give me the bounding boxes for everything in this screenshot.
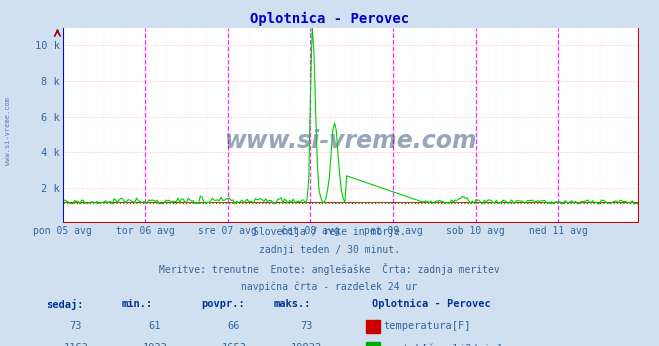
Text: 66: 66: [228, 321, 240, 331]
Text: povpr.:: povpr.:: [201, 299, 244, 309]
Text: temperatura[F]: temperatura[F]: [384, 321, 471, 331]
Text: 10822: 10822: [291, 343, 322, 346]
Text: 1653: 1653: [221, 343, 246, 346]
Text: navpična črta - razdelek 24 ur: navpična črta - razdelek 24 ur: [241, 282, 418, 292]
Text: 73: 73: [70, 321, 82, 331]
Text: min.:: min.:: [122, 299, 153, 309]
Text: Oplotnica - Perovec: Oplotnica - Perovec: [250, 12, 409, 26]
Text: zadnji teden / 30 minut.: zadnji teden / 30 minut.: [259, 245, 400, 255]
Text: 1163: 1163: [63, 343, 88, 346]
Text: 1023: 1023: [142, 343, 167, 346]
Text: Meritve: trenutne  Enote: anglešaške  Črta: zadnja meritev: Meritve: trenutne Enote: anglešaške Črta…: [159, 263, 500, 275]
Text: www.si-vreme.com: www.si-vreme.com: [225, 129, 477, 153]
Text: 61: 61: [149, 321, 161, 331]
Text: pretok[čevelj3/min]: pretok[čevelj3/min]: [384, 343, 502, 346]
Text: maks.:: maks.:: [273, 299, 311, 309]
Text: 73: 73: [301, 321, 312, 331]
Text: sedaj:: sedaj:: [46, 299, 84, 310]
Text: Oplotnica - Perovec: Oplotnica - Perovec: [372, 299, 491, 309]
Text: www.si-vreme.com: www.si-vreme.com: [5, 98, 11, 165]
Text: Slovenija / reke in morje.: Slovenija / reke in morje.: [253, 227, 406, 237]
